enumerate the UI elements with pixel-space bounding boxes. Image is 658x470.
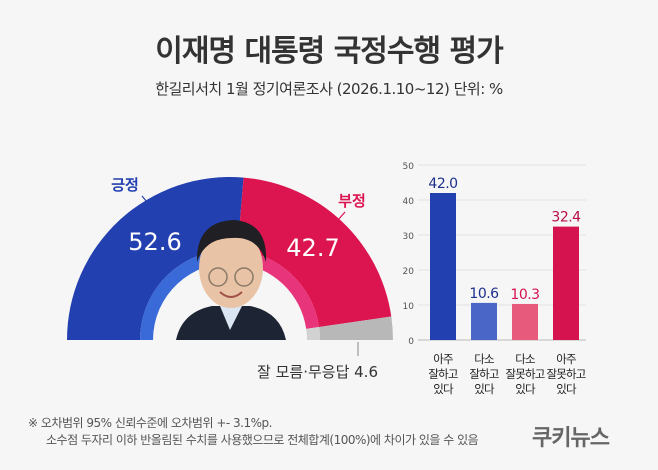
y-tick-label: 0: [408, 337, 414, 347]
x-category-label: 잘하고: [469, 367, 499, 381]
y-tick-label: 10: [403, 302, 415, 312]
note-rounding: 소수점 두자리 이하 반올림된 수치를 사용했으므로 전체합계(100%)에 차…: [46, 433, 479, 447]
x-category-label: 잘하고: [428, 367, 458, 381]
x-category-label: 있다: [556, 382, 577, 396]
donut-value-negative: 42.7: [286, 234, 339, 262]
bar-value-label: 42.0: [428, 176, 457, 192]
portrait-smile: [219, 291, 243, 298]
bar-value-label: 10.3: [510, 287, 539, 303]
chart-subtitle: 한길리서치 1월 정기여론조사 (2026.1.10~12) 단위: %: [155, 80, 503, 98]
portrait-face: [199, 228, 263, 308]
bar-3: [553, 226, 579, 340]
donut-slice-2: [319, 316, 393, 340]
x-category-label: 잘못하고: [505, 367, 544, 381]
note-margin-of-error: ※ 오차범위 95% 신뢰수준에 오차범위 +- 3.1%p.: [28, 416, 272, 430]
y-tick-label: 50: [403, 162, 415, 172]
bar-0: [430, 193, 456, 340]
leader-line-negative: [337, 211, 346, 221]
y-tick-label: 40: [403, 197, 415, 207]
leader-line-positive: [141, 195, 148, 203]
donut-label-positive: 긍정: [111, 176, 139, 194]
x-category-label: 있다: [474, 382, 495, 396]
portrait-hair: [196, 220, 267, 262]
donut-slice-inner-2: [306, 327, 320, 340]
donut-value-positive: 52.6: [128, 228, 181, 256]
x-category-label: 다소: [515, 352, 535, 366]
x-category-label: 다소: [474, 352, 494, 366]
x-category-label: 잘못하고: [546, 367, 585, 381]
x-category-label: 있다: [515, 382, 536, 396]
portrait-shirt: [220, 306, 242, 330]
x-category-label: 있다: [433, 382, 454, 396]
donut-label-unknown: 잘 모름·무응답 4.6: [257, 363, 378, 381]
y-tick-label: 30: [403, 232, 415, 242]
y-tick-label: 20: [403, 267, 415, 277]
bar-value-label: 10.6: [469, 286, 499, 302]
x-category-label: 아주: [433, 352, 453, 366]
bar-value-label: 32.4: [551, 210, 581, 226]
portrait-glasses-right: [234, 267, 254, 287]
bar-2: [512, 303, 538, 340]
donut-label-negative: 부정: [338, 192, 366, 210]
portrait-glasses-left: [208, 267, 228, 287]
chart-title: 이재명 대통령 국정수행 평가: [155, 34, 504, 69]
donut-slice-0: [67, 177, 244, 340]
bar-1: [471, 302, 497, 340]
x-category-label: 아주: [556, 352, 576, 366]
donut-slice-1: [237, 177, 392, 328]
logo: 쿠키뉴스: [532, 426, 610, 451]
